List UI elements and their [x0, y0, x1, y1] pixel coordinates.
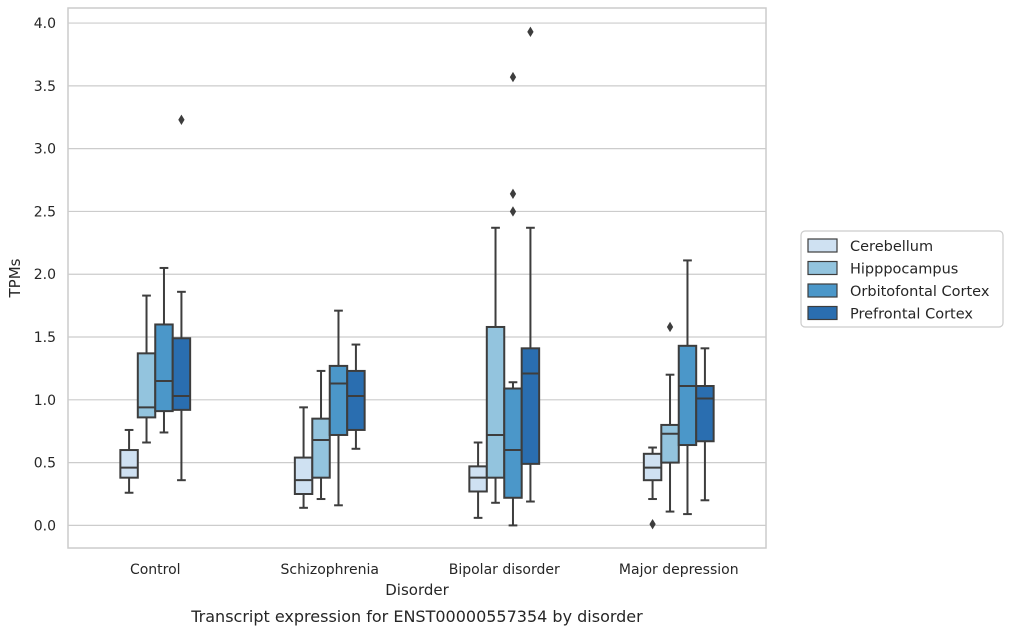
box-plots [119, 26, 715, 530]
box-cerebellum-control [119, 428, 139, 494]
box-prefrontal-cortex-bipolar-disorder [520, 26, 541, 503]
outlier-point [649, 518, 656, 530]
y-tick-label: 3.0 [34, 142, 56, 158]
x-tick-labels: Control Schizophrenia Bipolar disorder Majo… [130, 562, 739, 578]
iqr-box [293, 456, 314, 495]
y-tick-label: 2.0 [34, 267, 56, 283]
iqr-box [119, 449, 139, 479]
y-tick-label: 1.0 [34, 393, 56, 409]
y-axis-label: TPMs [6, 258, 24, 298]
legend-swatch-orbitofontal-cortex [807, 283, 838, 298]
legend-label-prefrontal-cortex: Prefrontal Cortex [850, 307, 973, 323]
iqr-box [660, 423, 680, 464]
box-cerebellum-major-depression [642, 446, 663, 530]
x-tick-label: Major depression [619, 562, 739, 578]
legend: Cerebellum Hipppocampus Orbitofontal Corte… [800, 230, 1004, 328]
iqr-box [328, 364, 349, 436]
iqr-box [468, 465, 488, 493]
x-tick-label: Schizophrenia [281, 562, 379, 578]
x-axis-label: Disorder [385, 581, 449, 599]
legend-swatch-hipppocampus [807, 260, 838, 276]
y-tick-label: 1.5 [34, 330, 56, 346]
box-orbitofontal-cortex-control [154, 266, 174, 434]
iqr-box [171, 337, 192, 411]
outlier-point [666, 321, 674, 333]
y-tick-label: 3.5 [34, 79, 56, 95]
legend-label-orbitofontal-cortex: Orbitofontal Cortex [850, 284, 990, 300]
x-tick-label: Bipolar disorder [449, 562, 560, 578]
iqr-box [677, 344, 698, 447]
iqr-box [503, 387, 523, 499]
legend-label-cerebellum: Cerebellum [850, 239, 933, 255]
legend-swatch-prefrontal-cortex [807, 305, 838, 321]
box-prefrontal-cortex-major-depression [695, 347, 715, 502]
box-orbitofontal-cortex-major-depression [677, 259, 698, 516]
box-hipppocampus-schizophrenia [311, 369, 331, 501]
x-tick-label: Control [130, 562, 181, 578]
box-prefrontal-cortex-control [171, 114, 192, 482]
box-hipppocampus-major-depression [660, 321, 680, 513]
y-tick-label: 0.0 [34, 518, 56, 534]
iqr-box [154, 323, 174, 413]
legend-swatch-cerebellum [807, 238, 838, 253]
legend-label-hipppocampus: Hipppocampus [850, 262, 958, 278]
y-tick-labels: 0.0 0.5 1.0 1.5 2.0 2.5 3.0 3.5 4.0 [34, 16, 56, 534]
iqr-box [695, 385, 715, 443]
y-tick-label: 2.5 [34, 204, 56, 220]
box-hipppocampus-control [136, 294, 157, 444]
outlier-point [509, 188, 517, 200]
iqr-box [485, 325, 506, 479]
box-cerebellum-bipolar-disorder [468, 441, 488, 519]
iqr-box [346, 369, 366, 431]
y-tick-label: 4.0 [34, 16, 56, 32]
outlier-point [509, 71, 517, 83]
box-cerebellum-schizophrenia [293, 406, 314, 509]
plot-frame [67, 7, 767, 549]
iqr-box [520, 347, 541, 465]
box-orbitofontal-cortex-bipolar-disorder [503, 71, 523, 527]
legend-frame [800, 230, 1004, 328]
chart-caption: Transcript expression for ENST0000055735… [190, 607, 643, 626]
y-tick-label: 0.5 [34, 456, 56, 472]
iqr-box [311, 417, 331, 479]
outlier-point [178, 114, 185, 125]
outlier-point [527, 26, 534, 38]
box-hipppocampus-bipolar-disorder [485, 226, 506, 504]
box-orbitofontal-cortex-schizophrenia [328, 309, 349, 507]
box-prefrontal-cortex-schizophrenia [346, 343, 366, 450]
outlier-point [509, 206, 517, 217]
